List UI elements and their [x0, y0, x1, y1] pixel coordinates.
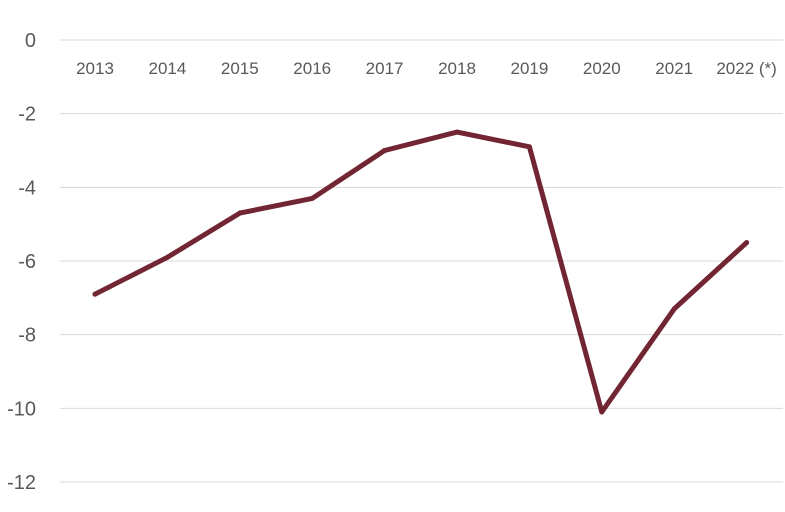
x-tick-label: 2016: [293, 59, 331, 78]
y-tick-label: -8: [18, 325, 36, 347]
data-point: [599, 409, 605, 415]
x-tick-label: 2020: [583, 59, 621, 78]
data-point: [671, 306, 677, 312]
data-point: [309, 195, 315, 201]
data-point: [744, 240, 750, 246]
gridlines: [60, 39, 783, 483]
x-tick-label: 2018: [438, 59, 476, 78]
y-axis-ticks: 0 -2 -4 -6 -8 -10 -12: [7, 30, 36, 494]
data-point: [164, 254, 170, 260]
x-tick-label: 2014: [148, 59, 186, 78]
x-tick-label: 2013: [76, 59, 114, 78]
x-axis-ticks: 2013 2014 2015 2016 2017 2018 2019 2020 2021 2022…: [76, 59, 777, 78]
series-line: [92, 129, 750, 415]
y-tick-label: 0: [25, 30, 36, 52]
data-point: [237, 210, 243, 216]
data-point: [382, 148, 388, 153]
x-tick-label: 2015: [221, 59, 259, 78]
data-point: [526, 144, 532, 150]
x-tick-label: 2021: [655, 59, 693, 78]
series-layer: [92, 129, 750, 415]
data-point: [92, 291, 98, 297]
y-tick-label: -4: [18, 177, 36, 199]
y-tick-label: -12: [7, 472, 36, 494]
y-tick-label: -6: [18, 251, 36, 273]
x-tick-label: 2019: [510, 59, 548, 78]
y-tick-label: -10: [7, 398, 36, 420]
x-tick-label: 2017: [366, 59, 404, 78]
data-point: [454, 129, 460, 135]
x-tick-label: 2022 (*): [716, 59, 776, 78]
y-tick-label: -2: [18, 104, 36, 126]
